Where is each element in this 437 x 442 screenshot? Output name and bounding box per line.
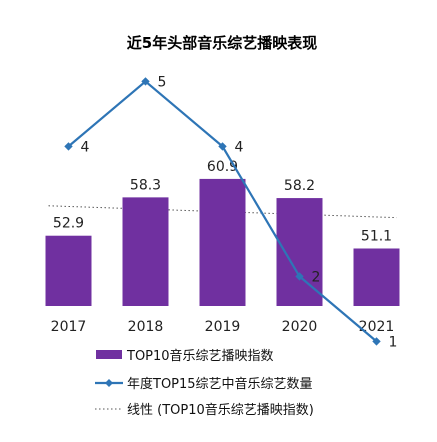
bar-2018 (122, 197, 169, 306)
x-tick-2021: 2021 (359, 319, 395, 335)
line-point-2017 (64, 142, 73, 151)
bar-label-2021: 51.1 (361, 228, 392, 244)
legend-line-label: 年度TOP15综艺中音乐综艺数量 (127, 376, 313, 392)
bar-2021 (353, 248, 400, 306)
line-point-2021 (372, 337, 381, 346)
bar-2019 (199, 178, 246, 306)
line-point-2019 (218, 142, 227, 151)
bar-label-2019: 60.9 (207, 159, 238, 175)
legend-line-marker (105, 379, 113, 387)
legend-trend-label: 线性 (TOP10音乐综艺播映指数) (127, 402, 314, 418)
line-label-2019: 4 (235, 139, 244, 155)
line-label-2020: 2 (312, 269, 321, 285)
line-point-2018 (141, 77, 150, 86)
bar-label-2020: 58.2 (284, 178, 315, 194)
x-tick-2018: 2018 (128, 319, 164, 335)
plot-area: 52.9 58.3 60.9 58.2 51.1 2017 2018 2019 2020 2021… (45, 74, 400, 350)
bar-label-2018: 58.3 (130, 177, 161, 193)
bar-2017 (45, 235, 92, 306)
line-point-2020 (295, 272, 304, 281)
line-label-2017: 4 (81, 139, 90, 155)
bar-label-2017: 52.9 (53, 216, 84, 232)
line-label-2021: 1 (389, 334, 398, 350)
chart-title: 近5年头部音乐综艺播映表现 (127, 34, 317, 52)
legend-bar-swatch (96, 350, 122, 359)
x-tick-2020: 2020 (282, 319, 318, 335)
legend-bar-label: TOP10音乐综艺播映指数 (126, 348, 274, 364)
x-tick-2017: 2017 (51, 319, 87, 335)
x-tick-2019: 2019 (205, 319, 241, 335)
line-label-2018: 5 (158, 74, 167, 90)
